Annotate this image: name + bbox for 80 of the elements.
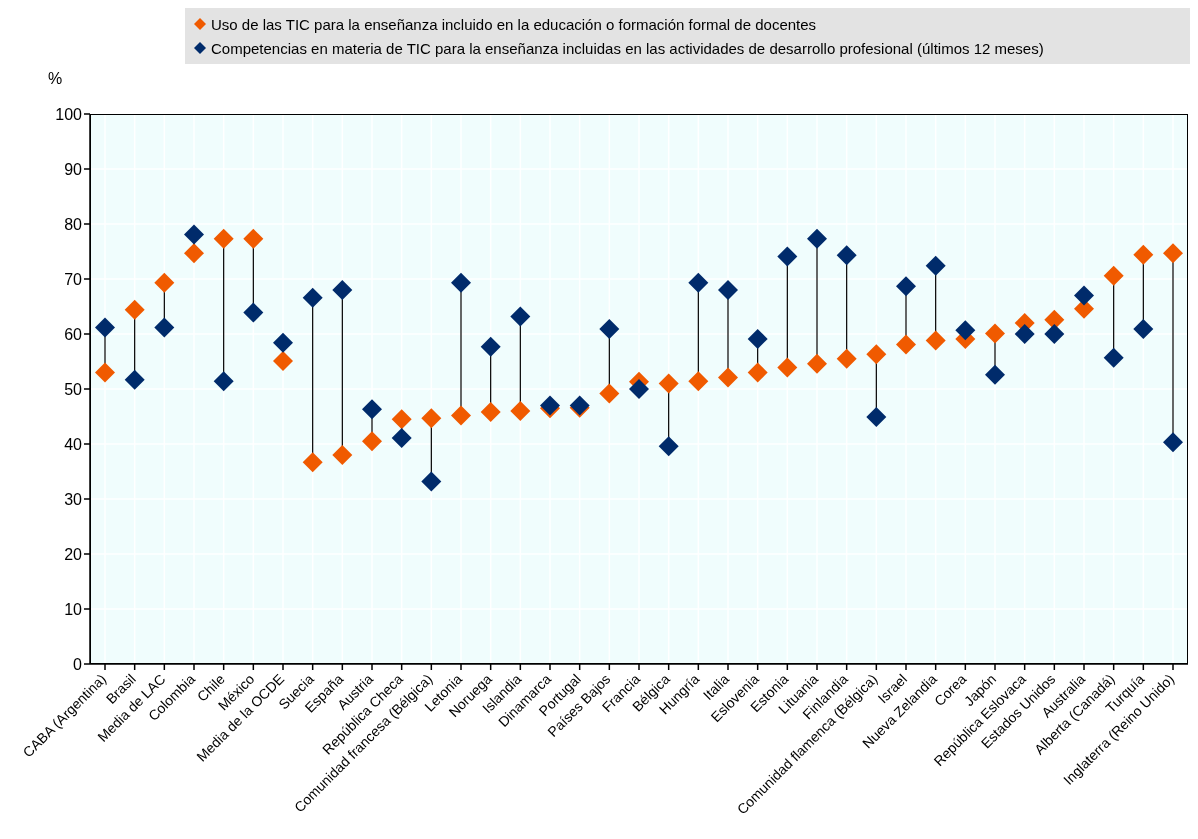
point bbox=[896, 276, 916, 297]
point bbox=[955, 320, 976, 341]
point bbox=[866, 344, 887, 365]
y-tick-label: 20 bbox=[64, 545, 83, 563]
point bbox=[362, 431, 382, 452]
point bbox=[1014, 324, 1035, 344]
y-tick-label: 10 bbox=[64, 600, 83, 618]
point bbox=[599, 319, 620, 340]
point bbox=[1103, 347, 1124, 368]
y-tick-label: 0 bbox=[73, 655, 83, 673]
point bbox=[925, 255, 946, 276]
point bbox=[273, 332, 293, 353]
point bbox=[451, 405, 471, 426]
point bbox=[718, 280, 738, 300]
point bbox=[807, 353, 827, 374]
point bbox=[421, 408, 442, 429]
legend-label: Competencias en materia de TIC para la enseñanza incluidas en las actividades de desarrollo profesional (últimos 12 meses) bbox=[211, 39, 1044, 57]
y-tick-label: 100 bbox=[55, 105, 83, 123]
point bbox=[658, 373, 679, 394]
point bbox=[243, 228, 264, 249]
point bbox=[391, 427, 412, 448]
point bbox=[332, 445, 353, 465]
point bbox=[658, 436, 679, 457]
point bbox=[95, 317, 115, 338]
point bbox=[1163, 432, 1183, 453]
point bbox=[985, 323, 1005, 344]
point bbox=[1133, 319, 1154, 340]
point bbox=[421, 471, 442, 492]
point bbox=[95, 362, 115, 383]
point bbox=[451, 272, 471, 293]
y-tick-label: 70 bbox=[64, 270, 83, 288]
point bbox=[1103, 265, 1124, 286]
point bbox=[243, 302, 264, 323]
point bbox=[688, 272, 709, 293]
y-tick-label: 30 bbox=[64, 490, 83, 508]
point bbox=[747, 328, 768, 349]
point bbox=[747, 362, 768, 383]
y-tick-label: 60 bbox=[64, 325, 83, 343]
point bbox=[302, 287, 323, 308]
point bbox=[1163, 243, 1183, 264]
point bbox=[777, 246, 798, 267]
y-tick-label: 90 bbox=[64, 160, 83, 178]
point bbox=[777, 357, 798, 378]
point bbox=[124, 299, 145, 320]
y-tick-label: 80 bbox=[64, 215, 83, 233]
legend-label: Uso de las TIC para la enseñanza incluido en la educación o formación formal de docentes bbox=[211, 15, 817, 33]
point bbox=[836, 245, 857, 266]
point bbox=[213, 228, 234, 249]
y-tick-label: 40 bbox=[64, 435, 83, 453]
point bbox=[985, 364, 1005, 385]
point bbox=[184, 243, 204, 264]
point bbox=[480, 402, 501, 423]
point bbox=[154, 317, 175, 338]
point bbox=[213, 371, 234, 392]
point bbox=[836, 348, 857, 369]
y-tick-label: 50 bbox=[64, 380, 83, 398]
point bbox=[688, 371, 709, 392]
point bbox=[273, 350, 293, 371]
point bbox=[1074, 285, 1094, 306]
point bbox=[391, 409, 412, 430]
point bbox=[124, 369, 145, 390]
point bbox=[480, 336, 501, 357]
point bbox=[184, 224, 204, 245]
point bbox=[510, 401, 531, 421]
point bbox=[1044, 309, 1065, 330]
point bbox=[302, 452, 323, 473]
y-axis-title: % bbox=[48, 70, 63, 88]
point bbox=[896, 334, 916, 355]
point bbox=[718, 367, 738, 388]
point bbox=[154, 272, 175, 293]
point bbox=[866, 407, 887, 428]
point bbox=[925, 330, 946, 351]
point bbox=[332, 280, 353, 300]
point bbox=[510, 306, 531, 327]
point bbox=[1133, 244, 1154, 265]
point bbox=[599, 383, 620, 404]
point bbox=[1044, 324, 1065, 344]
point bbox=[807, 228, 827, 249]
point bbox=[629, 379, 649, 399]
point bbox=[362, 399, 382, 420]
